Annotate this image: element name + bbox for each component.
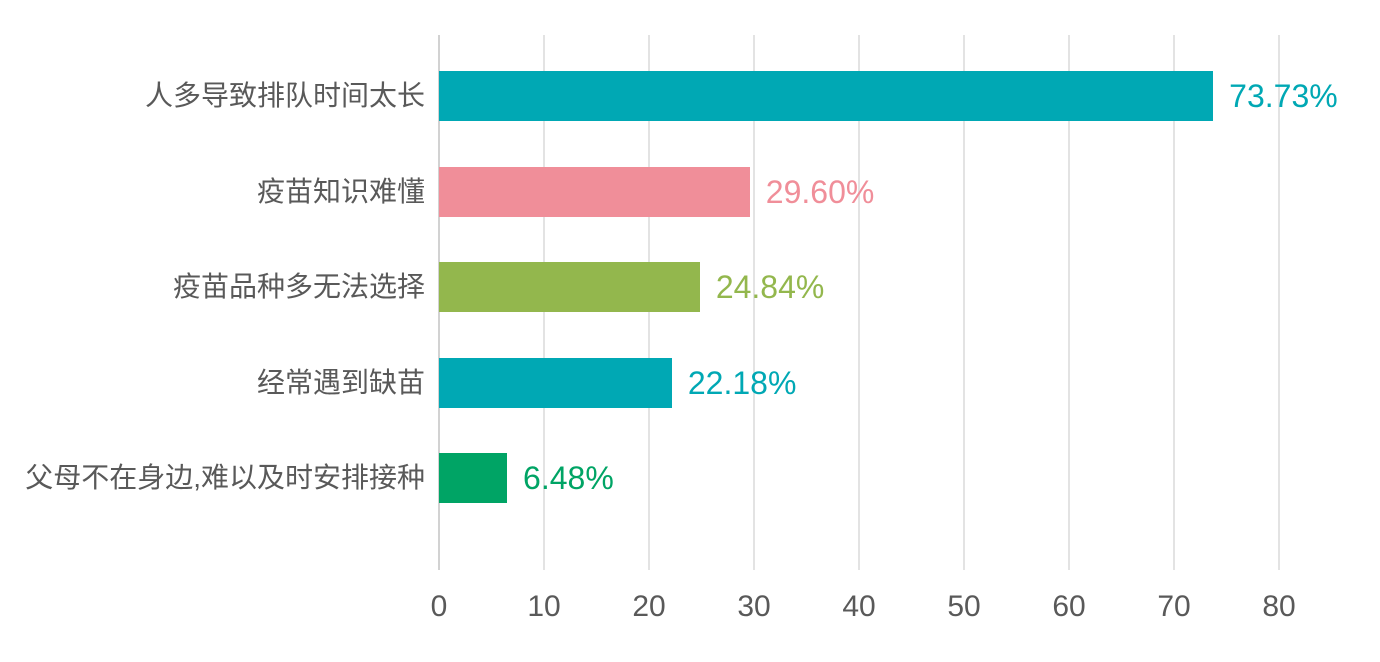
x-tick-label: 80: [1262, 590, 1296, 623]
bar: [439, 71, 1214, 121]
category-label: 疫苗知识难懂: [256, 175, 425, 207]
category-label: 疫苗品种多无法选择: [172, 271, 425, 302]
gridline-x-30: [753, 35, 755, 570]
x-tick-label: 40: [842, 590, 876, 623]
bar: [439, 166, 750, 217]
bar: [439, 453, 508, 503]
category-label: 父母不在身边,难以及时安排接种: [25, 462, 425, 493]
gridline-x-50: [963, 35, 965, 570]
gridline-x-70: [1173, 35, 1175, 570]
x-tick-label: 50: [947, 590, 981, 623]
value-label: 24.84%: [715, 269, 825, 305]
x-tick-label: 10: [527, 590, 561, 623]
x-tick-label: 70: [1157, 590, 1191, 623]
gridline-x-60: [1068, 35, 1070, 570]
category-label: 人多导致排队时间太长: [144, 80, 425, 111]
value-label: 73.73%: [1229, 78, 1338, 114]
x-tick-label: 60: [1052, 590, 1086, 623]
bar: [439, 262, 700, 312]
bar: [439, 357, 672, 408]
value-label: 29.60%: [765, 173, 875, 210]
gridline-x-40: [858, 35, 860, 570]
x-tick-label: 30: [737, 590, 771, 623]
value-label: 22.18%: [687, 364, 797, 401]
x-tick-label: 0: [430, 590, 448, 623]
category-label: 经常遇到缺苗: [256, 366, 425, 398]
x-tick-label: 20: [632, 590, 666, 623]
value-label: 6.48%: [523, 460, 614, 496]
gridline-x-80: [1278, 35, 1280, 570]
